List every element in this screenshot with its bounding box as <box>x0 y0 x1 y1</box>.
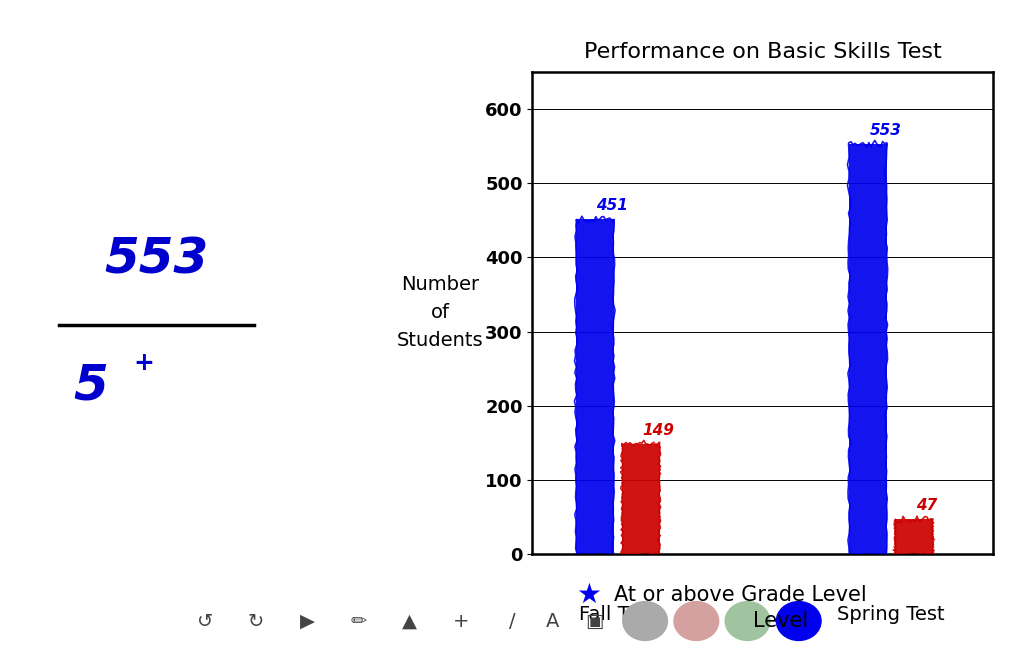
Text: ↺: ↺ <box>197 612 213 630</box>
Text: ▣: ▣ <box>585 612 603 630</box>
Text: Number
of
Students: Number of Students <box>397 275 483 351</box>
Text: +: + <box>453 612 469 630</box>
Text: ↻: ↻ <box>248 612 264 630</box>
Text: 47: 47 <box>915 498 937 513</box>
Text: 149: 149 <box>643 422 675 437</box>
Text: /: / <box>509 612 515 630</box>
Text: A: A <box>546 612 560 630</box>
Text: Fall Test: Fall Test <box>580 604 656 624</box>
Text: ▶: ▶ <box>300 612 314 630</box>
Title: Performance on Basic Skills Test: Performance on Basic Skills Test <box>584 42 942 62</box>
Text: 553: 553 <box>104 235 209 283</box>
Ellipse shape <box>776 601 821 641</box>
Text: 5: 5 <box>73 361 108 409</box>
Text: ▲: ▲ <box>402 612 417 630</box>
Bar <box>622 443 659 554</box>
Text: 451: 451 <box>596 198 629 213</box>
Text: ✏: ✏ <box>350 612 367 630</box>
Bar <box>849 143 887 554</box>
Bar <box>895 519 933 554</box>
Ellipse shape <box>674 601 719 641</box>
Bar <box>575 220 613 554</box>
Text: Level: Level <box>753 611 808 630</box>
Text: +: + <box>133 351 155 376</box>
Ellipse shape <box>725 601 770 641</box>
Ellipse shape <box>623 601 668 641</box>
Text: At or above Grade Level: At or above Grade Level <box>614 585 867 605</box>
Text: ★: ★ <box>577 582 601 609</box>
Text: 553: 553 <box>869 123 901 138</box>
Text: Spring Test: Spring Test <box>837 604 945 624</box>
